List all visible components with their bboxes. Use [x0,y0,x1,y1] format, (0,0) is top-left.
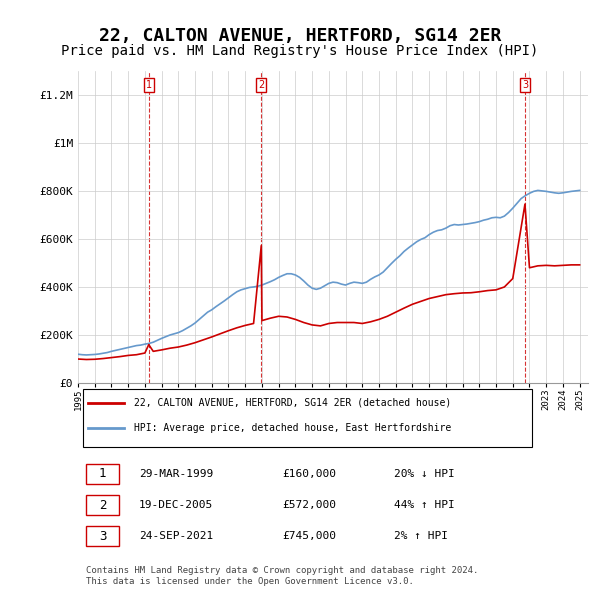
FancyBboxPatch shape [83,389,532,447]
Text: 2: 2 [99,499,106,512]
Text: 24-SEP-2021: 24-SEP-2021 [139,531,214,541]
Text: 1: 1 [146,80,152,90]
Text: 22, CALTON AVENUE, HERTFORD, SG14 2ER (detached house): 22, CALTON AVENUE, HERTFORD, SG14 2ER (d… [134,398,451,408]
Text: 29-MAR-1999: 29-MAR-1999 [139,469,214,479]
Text: 20% ↓ HPI: 20% ↓ HPI [394,469,455,479]
Text: Price paid vs. HM Land Registry's House Price Index (HPI): Price paid vs. HM Land Registry's House … [61,44,539,58]
Text: 19-DEC-2005: 19-DEC-2005 [139,500,214,510]
Text: £572,000: £572,000 [282,500,336,510]
Text: 3: 3 [99,530,106,543]
Text: £160,000: £160,000 [282,469,336,479]
Text: £745,000: £745,000 [282,531,336,541]
Text: 22, CALTON AVENUE, HERTFORD, SG14 2ER: 22, CALTON AVENUE, HERTFORD, SG14 2ER [99,27,501,45]
Text: 2% ↑ HPI: 2% ↑ HPI [394,531,448,541]
FancyBboxPatch shape [86,526,119,546]
Text: 44% ↑ HPI: 44% ↑ HPI [394,500,455,510]
FancyBboxPatch shape [86,464,119,484]
Text: 1: 1 [99,467,106,480]
Text: Contains HM Land Registry data © Crown copyright and database right 2024.
This d: Contains HM Land Registry data © Crown c… [86,566,478,586]
Text: 2: 2 [258,80,265,90]
FancyBboxPatch shape [86,495,119,514]
Text: HPI: Average price, detached house, East Hertfordshire: HPI: Average price, detached house, East… [134,423,451,433]
Text: 3: 3 [522,80,528,90]
